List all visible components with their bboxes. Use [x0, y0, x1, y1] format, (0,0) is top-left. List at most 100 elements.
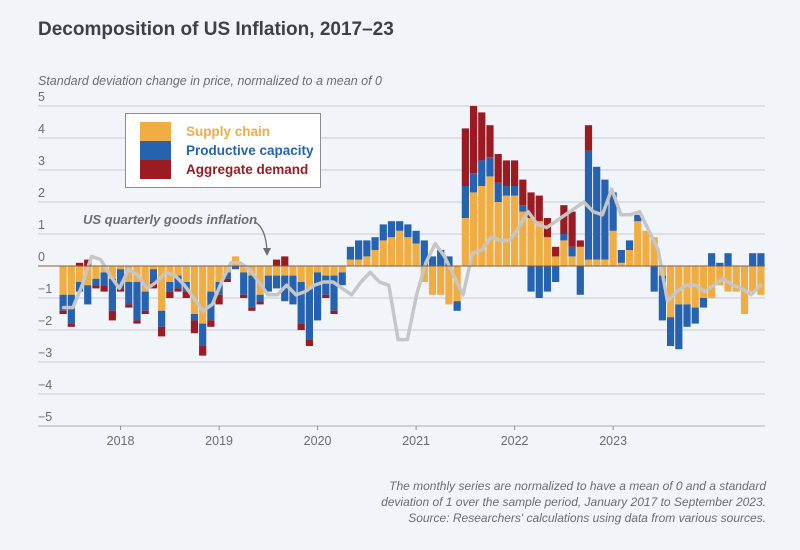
bar-supply: [699, 266, 708, 298]
bar-supply: [215, 266, 223, 282]
bar-demand: [584, 125, 593, 151]
bar-demand: [568, 211, 576, 247]
bar-capacity: [84, 285, 92, 305]
bar-demand: [108, 310, 116, 321]
bar-supply: [675, 266, 683, 305]
bar-supply: [313, 266, 322, 273]
bar-capacity: [749, 253, 757, 266]
footnote: The monthly series are normalized to hav…: [306, 478, 766, 526]
x-tick-label: 2019: [205, 434, 233, 448]
bar-demand: [166, 291, 174, 298]
bar-demand: [223, 278, 231, 282]
bar-demand: [133, 320, 141, 324]
bar-capacity: [486, 157, 494, 177]
footnote-line: The monthly series are normalized to hav…: [389, 479, 766, 493]
bar-supply: [346, 259, 355, 266]
bar-capacity: [634, 214, 642, 222]
bar-capacity: [92, 278, 100, 286]
bar-capacity: [346, 246, 355, 260]
bar-supply: [617, 262, 625, 266]
bar-supply: [749, 266, 757, 292]
bar-capacity: [576, 266, 584, 295]
bar-capacity: [248, 275, 256, 308]
bar-demand: [116, 288, 125, 292]
bar-capacity: [330, 275, 338, 311]
bar-capacity: [116, 269, 125, 289]
bar-supply: [486, 176, 494, 266]
bar-capacity: [379, 224, 387, 241]
bar-supply: [67, 266, 75, 295]
bar-supply: [527, 218, 535, 266]
goods-inflation-line: [61, 187, 763, 342]
legend-label: Productive capacity: [186, 143, 314, 158]
bar-capacity: [338, 272, 346, 286]
bar-supply: [732, 266, 740, 292]
bar-supply: [609, 230, 617, 266]
bar-supply: [355, 259, 363, 266]
bar-supply: [199, 266, 207, 324]
bar-supply: [404, 237, 412, 266]
bar-demand: [527, 192, 535, 218]
bar-supply: [642, 230, 650, 266]
bar-supply: [396, 230, 404, 266]
y-tick-label: −5: [38, 410, 52, 424]
bar-capacity: [757, 253, 765, 266]
y-tick-label: 4: [38, 122, 45, 136]
bar-capacity: [568, 246, 576, 257]
bar-supply: [264, 266, 272, 276]
bar-capacity: [355, 240, 363, 260]
bar-capacity: [412, 230, 420, 244]
bar-capacity: [231, 266, 240, 270]
y-tick-label: 2: [38, 186, 45, 200]
bar-demand: [330, 310, 338, 314]
bar-supply: [116, 266, 125, 270]
bar-supply: [108, 266, 116, 279]
bar-capacity: [322, 275, 330, 295]
y-tick-label: −4: [38, 378, 52, 392]
bar-demand: [511, 160, 519, 186]
bar-supply: [593, 259, 601, 266]
bar-capacity: [609, 192, 617, 231]
bar-demand: [199, 346, 207, 356]
bar-capacity: [125, 282, 133, 305]
bar-capacity: [141, 291, 149, 311]
bar-capacity: [100, 272, 108, 286]
bar-capacity: [683, 304, 691, 327]
x-tick-label: 2022: [501, 434, 529, 448]
bar-supply: [100, 266, 108, 273]
bar-supply: [535, 221, 543, 266]
bar-demand: [494, 154, 502, 183]
x-tick-label: 2021: [402, 434, 430, 448]
x-tick-label: 2023: [599, 434, 627, 448]
bar-capacity: [552, 266, 560, 282]
bar-demand: [535, 195, 543, 222]
bar-supply: [84, 266, 92, 286]
bar-capacity: [199, 323, 207, 346]
legend-swatch-aggregate-demand: [140, 160, 171, 179]
bar-capacity: [494, 182, 502, 202]
bar-supply: [428, 266, 437, 295]
bar-capacity: [535, 266, 543, 298]
bar-capacity: [461, 186, 469, 218]
bar-capacity: [133, 282, 141, 321]
y-tick-label: 3: [38, 154, 45, 168]
bar-supply: [182, 266, 190, 282]
bar-capacity: [297, 282, 305, 324]
bar-capacity: [527, 266, 535, 292]
bar-capacity: [371, 237, 379, 250]
bar-supply: [379, 240, 387, 266]
bar-capacity: [313, 272, 322, 321]
bar-supply: [469, 192, 478, 266]
bar-capacity: [650, 266, 658, 292]
bar-supply: [650, 237, 658, 266]
bar-supply: [494, 202, 502, 266]
legend-item-supply-chain: Supply chain: [140, 122, 270, 141]
bar-capacity: [240, 272, 248, 295]
bar-supply: [576, 246, 584, 266]
y-tick-label: 5: [38, 90, 45, 104]
bar-demand: [461, 128, 469, 186]
bar-supply: [289, 266, 297, 276]
bar-supply: [338, 266, 346, 273]
bar-capacity: [149, 269, 158, 282]
line-annotation: US quarterly goods inflation: [83, 212, 258, 227]
